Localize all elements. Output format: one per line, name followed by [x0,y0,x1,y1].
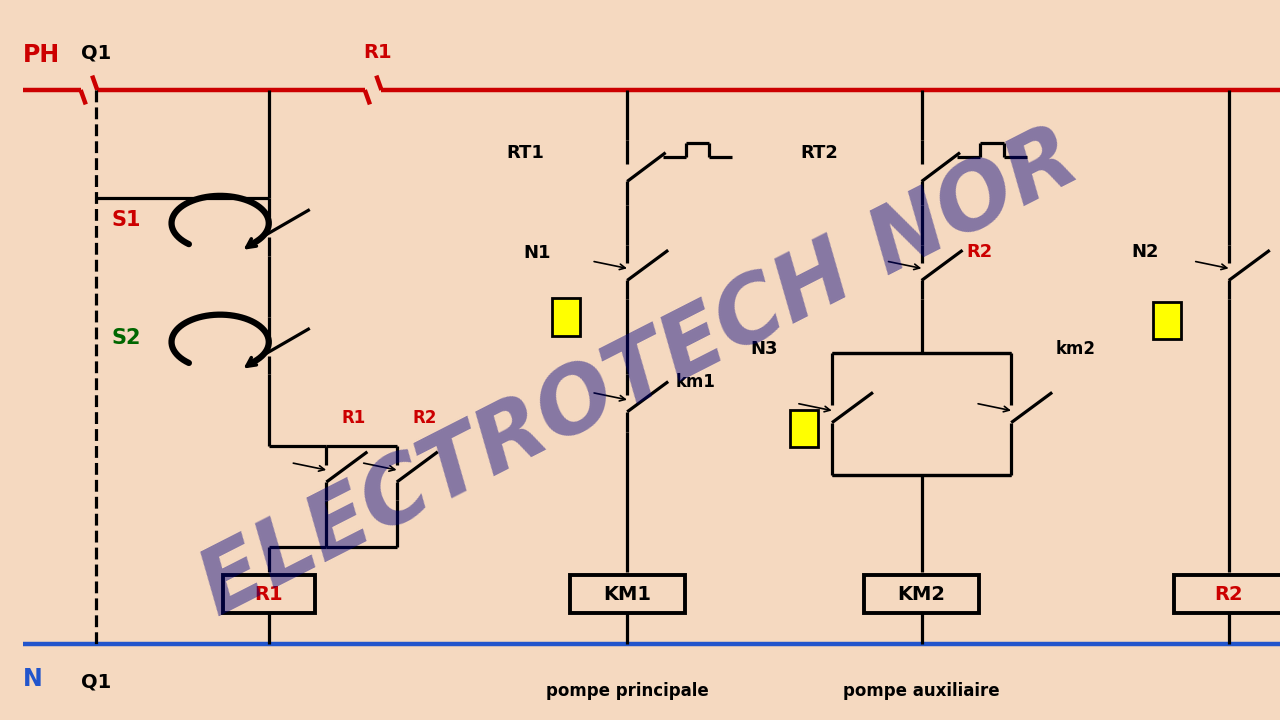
Text: N2: N2 [1132,243,1158,261]
Text: N3: N3 [751,340,778,358]
Bar [570,575,685,613]
Text: PH: PH [23,43,60,68]
Text: pompe auxiliaire: pompe auxiliaire [844,683,1000,700]
Bar [1153,302,1181,339]
Text: km1: km1 [676,373,716,390]
Text: S2: S2 [111,328,141,348]
Text: N: N [23,667,42,691]
Bar [552,298,580,336]
Text: Q1: Q1 [81,672,111,691]
Bar [223,575,315,613]
Bar [1175,575,1280,613]
Bar [864,575,979,613]
Text: Q1: Q1 [81,43,111,62]
Text: R2: R2 [412,409,436,426]
Text: S1: S1 [111,210,141,230]
Text: RT1: RT1 [506,143,544,161]
Text: RT2: RT2 [800,143,838,161]
Text: KM1: KM1 [603,585,652,603]
Text: R1: R1 [255,585,283,603]
Text: R1: R1 [364,43,392,62]
Text: KM2: KM2 [897,585,946,603]
Text: km2: km2 [1056,340,1096,358]
Bar [790,410,818,447]
Text: R1: R1 [342,409,366,426]
Text: pompe principale: pompe principale [545,683,709,700]
Text: ELECTROTECH NOR: ELECTROTECH NOR [187,114,1093,634]
Text: R2: R2 [1215,585,1243,603]
Text: R2: R2 [966,243,993,261]
Text: N1: N1 [524,245,550,262]
